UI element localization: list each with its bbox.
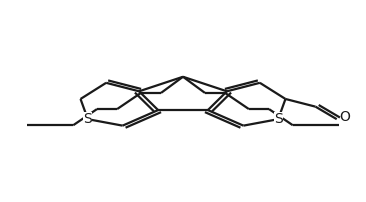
Text: S: S bbox=[274, 112, 283, 126]
Text: S: S bbox=[83, 112, 92, 126]
Text: O: O bbox=[340, 110, 351, 124]
